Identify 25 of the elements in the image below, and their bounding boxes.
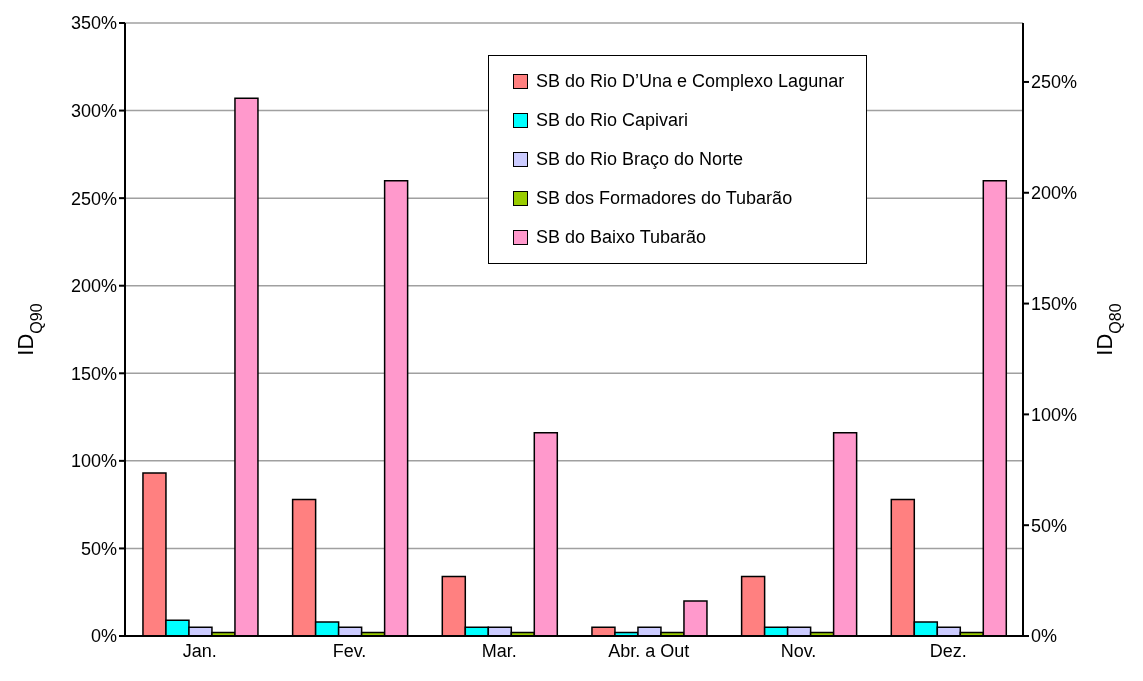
x-tick-label: Mar. — [481, 640, 517, 661]
y2-tick-label: 150% — [1031, 293, 1078, 314]
y-tick-label: 200% — [70, 276, 117, 297]
y-tick-label: 50% — [80, 538, 117, 559]
x-tick-label: Abr. a Out — [608, 640, 690, 661]
y-tick-label: 300% — [70, 100, 117, 121]
y2-tick-label: 0% — [1031, 626, 1058, 647]
y2-tick-label: 50% — [1031, 515, 1068, 536]
x-tick-label: Nov. — [780, 640, 817, 661]
legend-label: SB do Rio Capivari — [536, 110, 689, 131]
x-tick-label: Fev. — [332, 640, 367, 661]
legend-label: SB do Baixo Tubarão — [536, 227, 707, 248]
y-tick-label: 150% — [70, 363, 117, 384]
legend-label: SB do Rio D’Una e Complexo Lagunar — [536, 71, 845, 92]
y-tick-label: 350% — [70, 13, 117, 34]
y2-tick-label: 200% — [1031, 183, 1078, 204]
legend-label: SB dos Formadores do Tubarão — [536, 188, 793, 209]
y2-tick-label: 100% — [1031, 404, 1078, 425]
y-tick-label: 0% — [90, 626, 117, 647]
y-tick-label: 100% — [70, 451, 117, 472]
x-tick-label: Jan. — [182, 640, 217, 661]
y2-tick-label: 250% — [1031, 72, 1078, 93]
legend-label: SB do Rio Braço do Norte — [536, 149, 744, 170]
y-tick-label: 250% — [70, 188, 117, 209]
x-tick-label: Dez. — [929, 640, 967, 661]
